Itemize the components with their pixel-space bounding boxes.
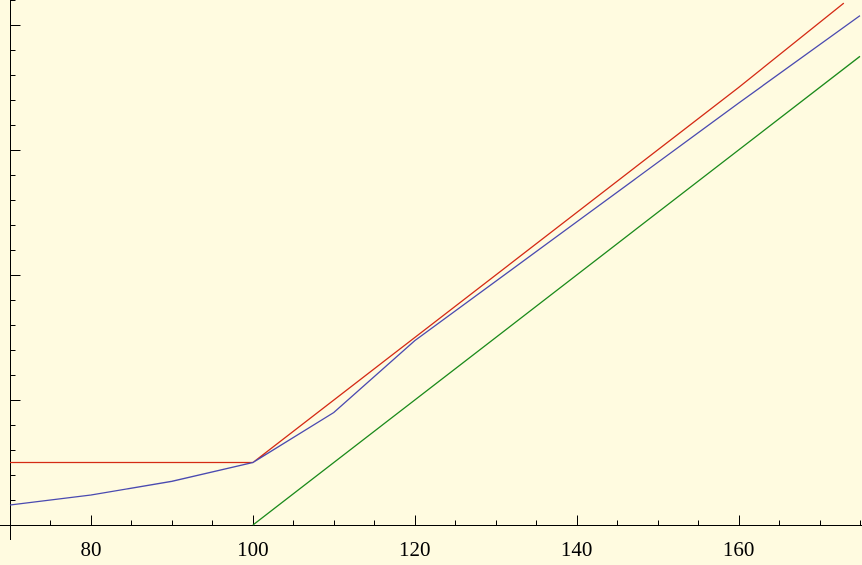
x-tick-label: 80 [80, 537, 101, 561]
series-line-2 [9, 15, 861, 506]
x-tick-label: 100 [237, 537, 269, 561]
series-line-3 [252, 55, 861, 526]
y-tick-label: 80 [0, 13, 1, 37]
series-line-1 [10, 2, 845, 464]
y-tick-label: 40 [0, 263, 1, 287]
series-layer [9, 2, 861, 526]
x-tick-label: 160 [723, 537, 755, 561]
y-tick-label: 60 [0, 138, 1, 162]
y-tick-label: 20 [0, 388, 1, 412]
x-tick-label: 120 [399, 537, 431, 561]
x-tick-label: 140 [561, 537, 593, 561]
